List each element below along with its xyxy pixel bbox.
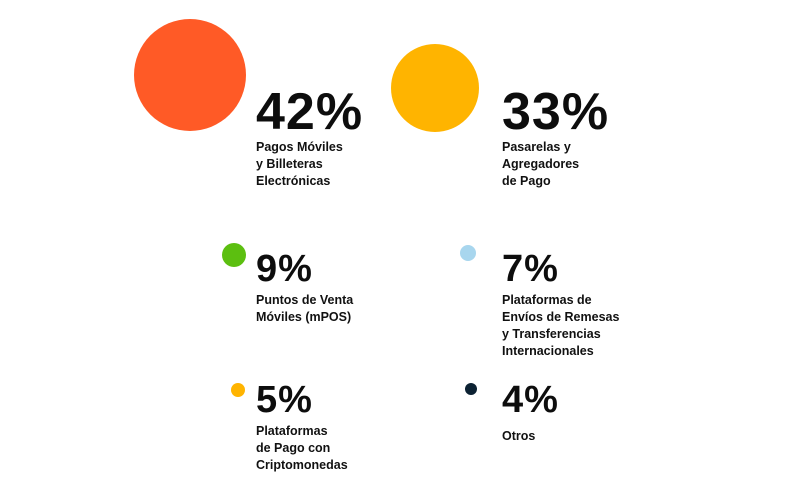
percent-label-2: 9% <box>256 248 313 290</box>
category-label-4: Plataformas de Pago con Criptomonedas <box>256 424 348 472</box>
bubble-0 <box>134 19 246 131</box>
bubble-4 <box>231 383 245 397</box>
bubble-5 <box>465 383 477 395</box>
category-label-2: Puntos de Venta Móviles (mPOS) <box>256 293 354 324</box>
category-label-1: Pasarelas y Agregadores de Pago <box>502 140 580 188</box>
bubble-2 <box>222 243 246 267</box>
percent-label-4: 5% <box>256 379 313 421</box>
percent-label-1: 33% <box>502 83 610 141</box>
percent-label-0: 42% <box>256 83 364 141</box>
category-label-3: Plataformas de Envíos de Remesas y Trans… <box>502 293 620 358</box>
bubble-3 <box>460 245 476 261</box>
percent-label-3: 7% <box>502 248 559 290</box>
category-label-0: Pagos Móviles y Billeteras Electrónicas <box>256 140 343 188</box>
percent-label-5: 4% <box>502 379 559 421</box>
bubble-1 <box>391 44 479 132</box>
category-label-5: Otros <box>502 429 536 443</box>
